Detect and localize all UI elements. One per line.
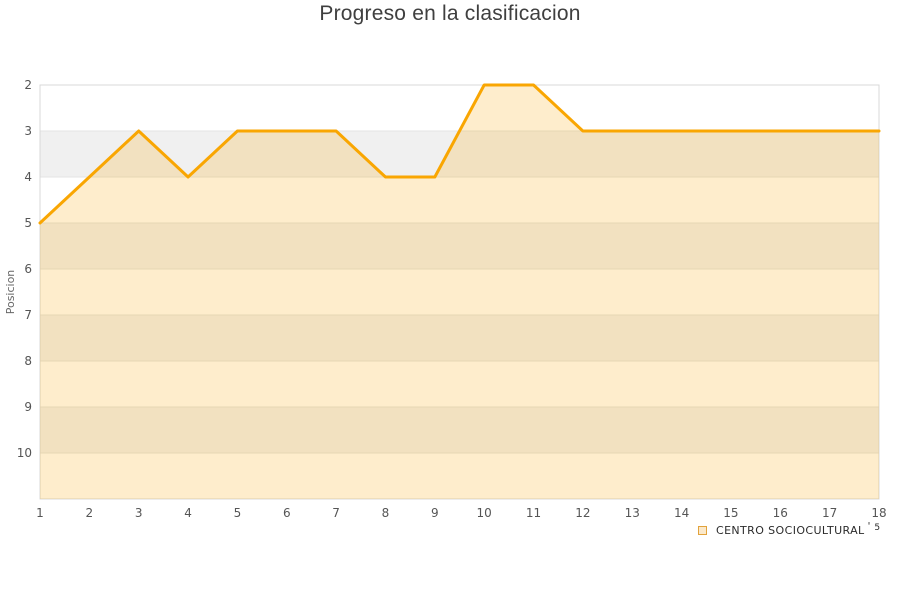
- x-tick-label: 12: [575, 506, 590, 520]
- y-tick-label: 6: [24, 262, 32, 276]
- x-tick-label: 3: [135, 506, 143, 520]
- x-tick-label: 13: [625, 506, 640, 520]
- legend-superscript: 5: [874, 522, 881, 533]
- series-line: [38, 83, 881, 225]
- plot-band: [40, 407, 879, 453]
- legend-item[interactable]: CENTRO SOCIOCULTURAL ' 5: [698, 521, 881, 537]
- plot-border: [39, 84, 880, 500]
- x-tick-label: 8: [382, 506, 390, 520]
- x-tick-label: 18: [871, 506, 886, 520]
- legend-marker-icon: [698, 526, 707, 535]
- y-tick-label: 3: [24, 124, 32, 138]
- x-tick-label: 7: [332, 506, 340, 520]
- x-tick-label: 16: [773, 506, 788, 520]
- y-tick-label: 5: [24, 216, 32, 230]
- y-tick-label: 8: [24, 354, 32, 368]
- x-tick-label: 2: [86, 506, 94, 520]
- series-area: [40, 85, 879, 499]
- y-tick-label: 7: [24, 308, 32, 322]
- legend-apostrophe: ': [867, 521, 871, 532]
- x-tick-label: 6: [283, 506, 291, 520]
- x-tick-label: 11: [526, 506, 541, 520]
- x-tick-label: 9: [431, 506, 439, 520]
- x-tick-label: 17: [822, 506, 837, 520]
- y-tick-label: 9: [24, 400, 32, 414]
- x-tick-label: 1: [36, 506, 44, 520]
- x-tick-label: 5: [234, 506, 242, 520]
- chart-title: Progreso en la clasificacion: [319, 2, 581, 25]
- y-tick-label: 4: [24, 170, 32, 184]
- y-tick-label: 10: [17, 446, 32, 460]
- y-tick-label: 2: [24, 78, 32, 92]
- x-tick-label: 4: [184, 506, 192, 520]
- y-axis-title: Posicion: [4, 270, 17, 315]
- x-tick-label: 15: [723, 506, 738, 520]
- plot-band: [40, 315, 879, 361]
- x-tick-label: 14: [674, 506, 689, 520]
- legend-label: CENTRO SOCIOCULTURAL: [716, 524, 865, 537]
- plot-band: [40, 223, 879, 269]
- x-tick-label: 10: [477, 506, 492, 520]
